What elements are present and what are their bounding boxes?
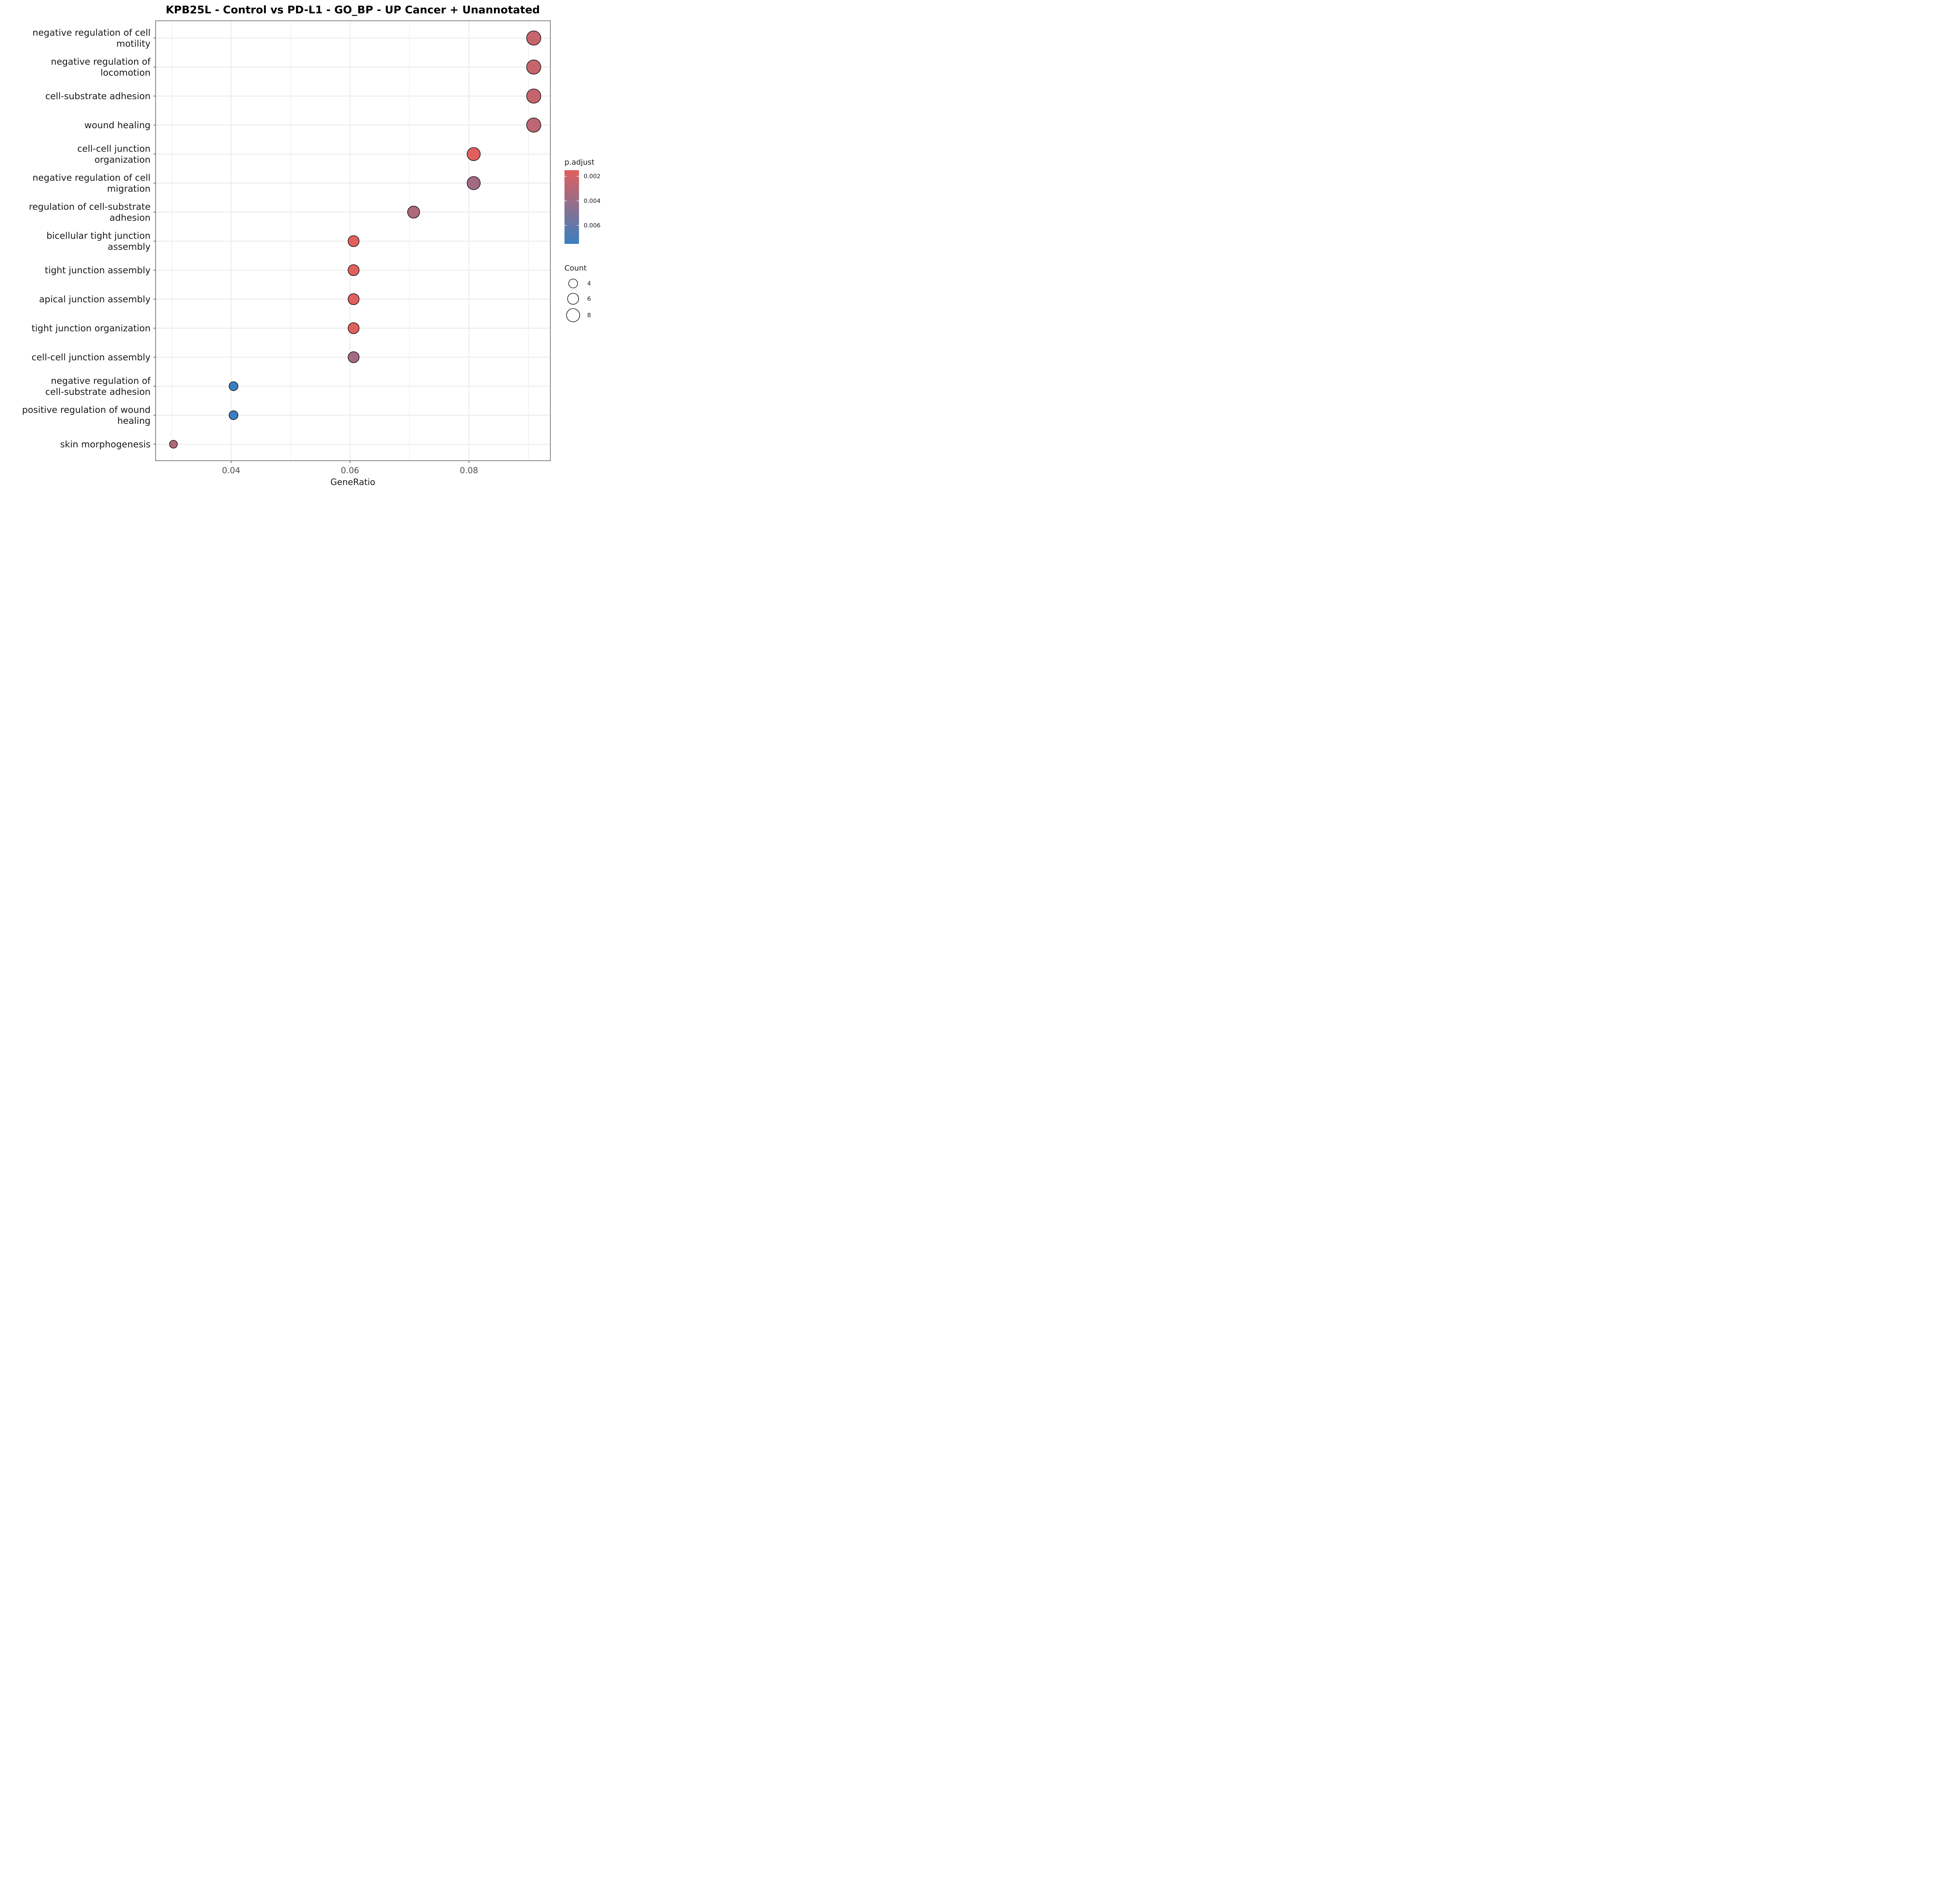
data-point [348, 293, 359, 305]
size-legend-key [568, 278, 578, 289]
data-point [526, 89, 541, 104]
data-point [169, 440, 178, 449]
color-legend: p.adjust 0.002 0.004 0.006 [564, 158, 601, 244]
data-point [348, 322, 359, 334]
y-tick-label: negative regulation of locomotion [51, 57, 151, 78]
chart-title: KPB25L - Control vs PD-L1 - GO_BP - UP C… [166, 4, 540, 16]
data-point [466, 176, 481, 190]
size-legend-label: 4 [587, 280, 591, 287]
size-legend-label: 6 [587, 295, 591, 302]
y-tick-label: negative regulation of cell-substrate adh… [45, 376, 151, 397]
y-axis: negative regulation of cell motility negat… [22, 28, 156, 450]
y-tick-label: skin morphogenesis [60, 440, 151, 450]
size-legend-key [566, 308, 580, 322]
color-legend-label: 0.006 [584, 222, 601, 229]
y-tick-label: wound healing [84, 120, 151, 131]
x-tick-label: 0.04 [222, 466, 240, 475]
dot-plot: KPB25L - Control vs PD-L1 - GO_BP - UP C… [22, 4, 601, 487]
x-axis-title: GeneRatio [330, 478, 376, 487]
points-layer [169, 31, 541, 449]
color-legend-bar [564, 170, 579, 244]
y-tick-label: cell-cell junction organization [77, 144, 151, 165]
color-legend-title: p.adjust [564, 158, 594, 167]
data-point [526, 60, 541, 74]
y-tick-label: tight junction organization [32, 323, 151, 334]
data-point [348, 264, 359, 276]
x-axis: 0.04 0.06 0.08 [222, 461, 478, 475]
y-tick-label: bicellular tight junction assembly [46, 231, 151, 252]
data-point [229, 410, 238, 420]
data-point [466, 147, 481, 161]
color-legend-label: 0.004 [584, 197, 601, 204]
panel-border [155, 20, 551, 461]
color-legend-label: 0.002 [584, 173, 601, 180]
data-point [229, 381, 238, 391]
size-legend-key [567, 293, 579, 305]
size-legend-title: Count [564, 264, 586, 272]
y-tick-label: cell-substrate adhesion [45, 91, 151, 102]
size-legend: Count 4 6 8 [564, 264, 591, 322]
data-point [348, 235, 359, 247]
data-point [526, 31, 541, 45]
x-tick-label: 0.06 [341, 466, 359, 475]
x-tick-label: 0.08 [460, 466, 478, 475]
data-point [407, 205, 420, 219]
y-tick-label: tight junction assembly [45, 265, 151, 276]
y-tick-label: negative regulation of cell migration [33, 173, 151, 194]
data-point [526, 118, 541, 133]
size-legend-label: 8 [587, 312, 591, 319]
y-tick-label: positive regulation of wound healing [22, 405, 151, 426]
y-tick-label: negative regulation of cell motility [33, 28, 151, 49]
data-point [348, 351, 359, 363]
y-tick-label: cell-cell junction assembly [31, 352, 151, 363]
y-tick-label: apical junction assembly [39, 294, 151, 305]
y-tick-label: regulation of cell-substrate adhesion [29, 202, 151, 223]
